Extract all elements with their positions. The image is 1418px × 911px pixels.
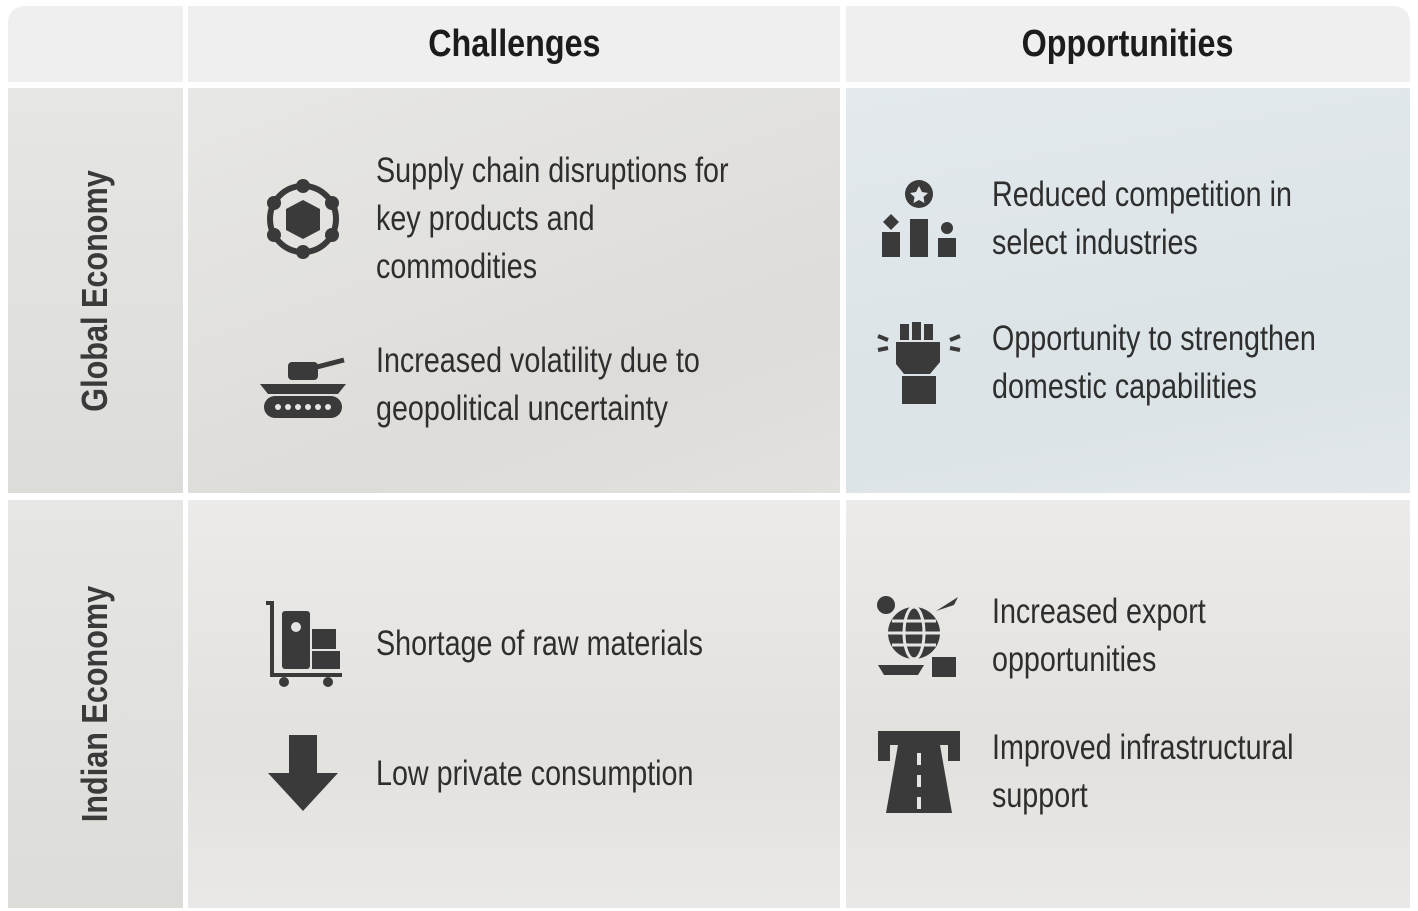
- item-text: Improved infrastructural support: [992, 728, 1294, 815]
- cell: Reduced competition in select industries…: [846, 88, 1410, 493]
- icon: [877, 321, 961, 404]
- cell: Supply chain disruptions for key product…: [188, 88, 840, 493]
- item: Low private consumption: [258, 724, 840, 824]
- row-header: Indian Economy: [8, 500, 183, 908]
- item-text: Opportunity to strengthen domestic capab…: [992, 318, 1316, 406]
- icon: [266, 601, 342, 687]
- row-title: Global Economy: [74, 169, 116, 412]
- item: Opportunity to strengthen domestic capab…: [874, 313, 1410, 413]
- row-title: Indian Economy: [74, 585, 116, 823]
- icon: [268, 735, 338, 811]
- item: Reduced competition in select industries: [874, 169, 1410, 269]
- item-text: Increased volatility due to geopolitical…: [376, 340, 700, 428]
- item: Increased volatility due to geopolitical…: [258, 335, 840, 435]
- item-text: Low private consumption: [376, 754, 694, 793]
- column-header: Challenges: [188, 6, 840, 82]
- corner-cell: [8, 6, 183, 82]
- icon: [877, 596, 958, 677]
- item: Shortage of raw materials: [258, 594, 840, 694]
- item: Improved infrastructural support: [874, 722, 1410, 822]
- item-text: Increased export opportunities: [992, 592, 1206, 679]
- item: Increased export opportunities: [874, 586, 1410, 686]
- icon: [267, 178, 339, 259]
- column-header: Opportunities: [846, 6, 1410, 82]
- row-header: Global Economy: [8, 88, 183, 493]
- item-text: Reduced competition in select industries: [992, 174, 1292, 262]
- column-title: Challenges: [427, 22, 601, 65]
- column-title: Opportunities: [1022, 22, 1234, 65]
- item: Supply chain disruptions for key product…: [258, 147, 840, 291]
- item-text: Supply chain disruptions for key product…: [376, 150, 729, 286]
- cell: Increased export opportunities Improved …: [846, 500, 1410, 908]
- icon: [882, 179, 956, 257]
- icon: [260, 357, 346, 418]
- item-text: Shortage of raw materials: [376, 624, 704, 663]
- icon: [878, 731, 960, 813]
- cell: Shortage of raw materials Low private co…: [188, 500, 840, 908]
